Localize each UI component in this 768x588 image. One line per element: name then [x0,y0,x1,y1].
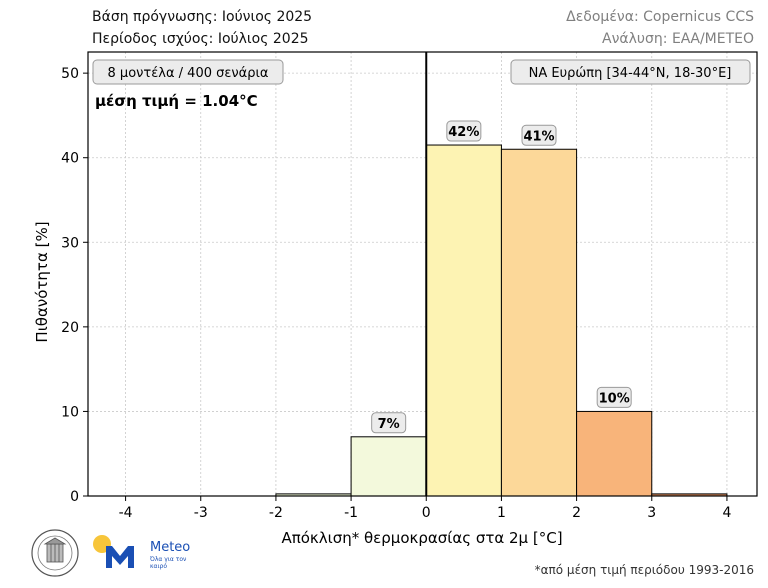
meteo-logo-name: Meteo [150,540,191,555]
histogram-bar [576,410,653,497]
meteo-logo-tagline: Όλα για τον καιρό [150,556,187,570]
region-annotation: ΝΑ Ευρώπη [34-44°N, 18-30°E] [529,66,732,81]
meteo-logo [93,535,134,568]
bar-label-layer: 7% 42% 41% 10% [371,120,632,434]
histogram-bar [350,436,427,497]
bar-label-text: 42% [448,125,479,140]
plot-frame [87,51,758,497]
x-tick-label: -1 [344,505,358,521]
bar-value-label: 42% [446,120,482,142]
m-letter-icon [106,546,134,568]
x-tick-label: 2 [572,505,581,521]
x-tick-label: 0 [422,505,431,521]
y-tick-label: 30 [61,235,79,251]
models-annotation: 8 μοντέλα / 400 σενάρια [108,66,269,81]
x-tick-label: 1 [497,505,506,521]
bar-label-box [371,412,407,434]
y-axis-label: Πιθανότητα [%] [33,221,51,342]
bar-layer [275,144,728,497]
bar-value-label: 41% [521,124,557,146]
bar-value-label: 7% [371,412,407,434]
bar-label-text: 41% [523,129,554,144]
y-tick-label: 0 [70,489,79,505]
mean-value-annotation: μέση τιμή = 1.04°C [95,92,258,110]
x-axis-label: Απόκλιση* θερμοκρασίας στα 2μ [°C] [281,529,562,547]
x-tick-label: -3 [194,505,208,521]
bar-label-text: 7% [378,417,400,432]
y-tick-label: 20 [61,320,79,336]
data-source-text: Δεδομένα: Copernicus CCS [566,9,754,25]
histogram-bar [500,148,578,497]
x-tick-label: -2 [269,505,283,521]
x-tick-label: 3 [647,505,656,521]
footnote: *από μέση τιμή περιόδου 1993-2016 [534,563,754,577]
academy-seal-logo [31,529,79,577]
models-annotation-box: 8 μοντέλα / 400 σενάρια [92,59,284,85]
bar-label-text: 10% [599,391,630,406]
bar-label-box [596,386,632,408]
grid-layer [88,52,757,497]
y-tick-label: 10 [61,404,79,420]
forecast-base-text: Βάση πρόγνωσης: Ιούνιος 2025 [92,9,313,25]
bar-value-label: 10% [596,386,632,408]
x-tick-label: 4 [722,505,731,521]
bar-label-box [521,124,557,146]
validity-period-text: Περίοδος ισχύος: Ιούλιος 2025 [92,31,309,47]
histogram-bar [425,144,502,497]
bar-label-box [446,120,482,142]
y-tick-label: 50 [61,66,79,82]
region-annotation-box: ΝΑ Ευρώπη [34-44°N, 18-30°E] [510,59,751,85]
x-tick-label: -4 [119,505,133,521]
y-tick-label: 40 [61,151,79,167]
analysis-text: Ανάλυση: ΕΑΑ/METEO [602,31,754,47]
